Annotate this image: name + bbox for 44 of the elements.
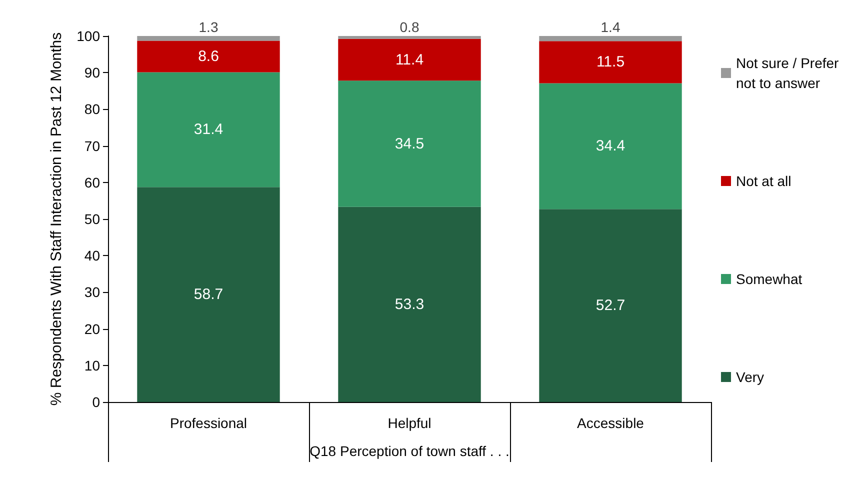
data-label: 1.3 — [198, 19, 218, 35]
x-tick-label: Helpful — [388, 415, 432, 431]
bar — [338, 206, 481, 402]
x-tick-label: Accessible — [577, 415, 644, 431]
y-tick-label: 50 — [84, 211, 100, 227]
bar — [539, 209, 682, 402]
data-label: 1.4 — [600, 19, 620, 35]
y-tick-label: 20 — [84, 320, 100, 337]
bar — [137, 72, 280, 188]
y-tick-label: 40 — [84, 248, 100, 264]
y-tick-label: 60 — [84, 174, 100, 190]
y-tick-label: 70 — [84, 138, 100, 154]
y-tick-label: 30 — [84, 284, 100, 300]
bar — [338, 38, 481, 81]
x-tick-label: Professional — [170, 415, 248, 431]
data-label: 58.7 — [194, 286, 224, 304]
data-label: 34.4 — [596, 138, 626, 155]
bar — [539, 41, 682, 84]
legend-label: Not sure / Prefer not to answer — [736, 55, 843, 91]
data-label: 8.6 — [198, 48, 219, 65]
bar — [539, 36, 682, 42]
data-label: 0.8 — [400, 19, 420, 35]
data-label: 31.4 — [194, 121, 224, 138]
bar — [137, 40, 280, 72]
y-tick-label: 100 — [76, 28, 100, 44]
legend-label: Not at all — [736, 173, 792, 189]
legend-label: Somewhat — [736, 271, 802, 287]
data-label: 34.5 — [394, 135, 424, 152]
data-label: 53.3 — [394, 296, 424, 313]
y-tick-label: 10 — [84, 357, 100, 374]
x-axis-title: Q18 Perception of town staff . . . — [310, 443, 510, 459]
data-label: 52.7 — [596, 297, 626, 314]
bar — [539, 83, 682, 210]
bar — [338, 36, 481, 39]
data-label: 11.4 — [395, 51, 424, 68]
y-tick-label: 90 — [84, 64, 100, 81]
bar — [137, 187, 280, 402]
y-tick-label: 80 — [84, 101, 100, 118]
bar — [137, 36, 280, 41]
data-label: 11.5 — [596, 54, 625, 71]
bar — [338, 80, 481, 207]
y-tick-label: 0 — [92, 394, 100, 410]
y-axis-title: % Respondents With Staff Interaction in Past 12 Months — [48, 32, 66, 406]
legend-label: Very — [736, 369, 764, 385]
